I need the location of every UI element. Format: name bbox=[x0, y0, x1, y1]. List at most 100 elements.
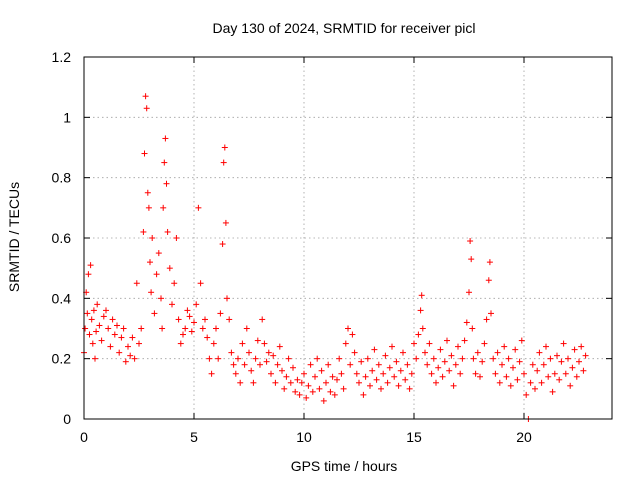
data-point bbox=[558, 358, 565, 365]
data-point bbox=[444, 337, 450, 344]
data-point bbox=[111, 331, 118, 338]
data-point bbox=[562, 370, 569, 377]
data-point bbox=[175, 316, 182, 323]
data-point bbox=[494, 349, 501, 356]
data-point bbox=[257, 361, 263, 368]
data-point bbox=[549, 388, 556, 395]
x-tick-label: 10 bbox=[296, 429, 312, 445]
data-point bbox=[349, 331, 356, 338]
data-point bbox=[389, 343, 395, 350]
data-point bbox=[138, 325, 145, 332]
data-point bbox=[85, 271, 92, 278]
data-point bbox=[430, 355, 437, 362]
data-point bbox=[84, 310, 91, 317]
data-point bbox=[301, 370, 307, 377]
data-point bbox=[254, 337, 261, 344]
data-point bbox=[338, 370, 345, 377]
data-point bbox=[239, 340, 246, 347]
x-tick-label: 20 bbox=[516, 429, 532, 445]
data-point bbox=[411, 340, 417, 347]
data-point bbox=[467, 238, 474, 245]
data-point bbox=[166, 265, 173, 272]
data-point bbox=[474, 349, 481, 356]
data-point bbox=[437, 346, 444, 353]
data-point bbox=[160, 204, 167, 211]
data-point bbox=[88, 316, 95, 323]
data-point bbox=[129, 334, 136, 341]
data-point bbox=[107, 343, 114, 350]
data-point bbox=[329, 373, 336, 380]
data-point bbox=[193, 301, 200, 308]
y-tick-label: 0.8 bbox=[52, 170, 72, 186]
data-point bbox=[426, 340, 433, 347]
data-point bbox=[472, 370, 479, 377]
data-point bbox=[159, 325, 166, 332]
data-point bbox=[408, 370, 415, 377]
data-point bbox=[202, 316, 208, 323]
data-point bbox=[164, 228, 171, 235]
data-point bbox=[199, 325, 206, 332]
data-point bbox=[217, 310, 224, 317]
data-point bbox=[281, 385, 288, 392]
data-point bbox=[309, 388, 316, 395]
data-point bbox=[298, 379, 305, 386]
y-tick-label: 0 bbox=[63, 411, 71, 427]
data-point bbox=[503, 373, 510, 380]
data-point bbox=[485, 277, 492, 284]
data-point bbox=[204, 334, 211, 341]
data-point bbox=[527, 379, 534, 386]
data-point bbox=[305, 382, 312, 389]
x-axis-label: GPS time / hours bbox=[291, 458, 398, 474]
data-point bbox=[109, 316, 116, 323]
data-point bbox=[386, 364, 393, 371]
data-point bbox=[250, 379, 257, 386]
data-point bbox=[406, 385, 413, 392]
data-point bbox=[507, 382, 514, 389]
data-point bbox=[367, 382, 373, 389]
data-point bbox=[532, 385, 538, 392]
data-point bbox=[422, 349, 428, 356]
data-point bbox=[404, 361, 411, 368]
points-layer bbox=[81, 93, 589, 422]
data-point bbox=[100, 313, 107, 320]
y-tick-label: 0.4 bbox=[52, 290, 72, 306]
data-point bbox=[136, 340, 142, 347]
data-point bbox=[270, 352, 277, 359]
data-point bbox=[353, 370, 360, 377]
data-point bbox=[142, 93, 149, 100]
y-tick-label: 0.2 bbox=[52, 351, 72, 367]
data-point bbox=[143, 105, 150, 112]
data-point bbox=[536, 349, 543, 356]
data-point bbox=[486, 259, 493, 266]
data-point bbox=[457, 370, 464, 377]
data-point bbox=[145, 204, 152, 211]
data-point bbox=[331, 391, 338, 398]
data-point bbox=[435, 364, 442, 371]
data-point bbox=[400, 349, 406, 356]
data-point bbox=[510, 364, 516, 371]
data-point bbox=[314, 355, 321, 362]
data-point bbox=[318, 367, 325, 374]
data-point bbox=[521, 370, 527, 377]
data-point bbox=[283, 373, 290, 380]
data-point bbox=[446, 367, 453, 374]
data-point bbox=[210, 340, 217, 347]
data-point bbox=[424, 361, 431, 368]
data-point bbox=[197, 280, 204, 287]
data-point bbox=[384, 379, 391, 386]
y-tick-label: 1.2 bbox=[52, 49, 72, 65]
data-point bbox=[263, 358, 270, 365]
data-point bbox=[184, 307, 191, 314]
data-point bbox=[243, 325, 250, 332]
data-point bbox=[565, 355, 571, 362]
data-point bbox=[219, 241, 226, 248]
data-point bbox=[116, 349, 123, 356]
data-point bbox=[182, 325, 189, 332]
data-point bbox=[169, 301, 175, 308]
data-point bbox=[448, 352, 455, 359]
data-point bbox=[323, 379, 329, 386]
x-tick-label: 0 bbox=[80, 429, 88, 445]
data-point bbox=[141, 150, 148, 157]
data-point bbox=[512, 346, 519, 353]
data-point bbox=[235, 355, 241, 362]
